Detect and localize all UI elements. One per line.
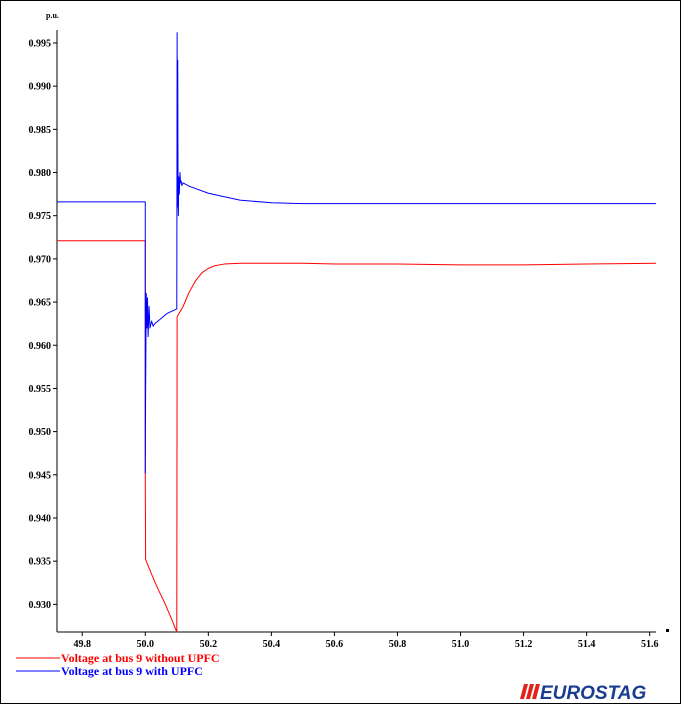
series-line-without-upfc — [57, 240, 657, 633]
y-tick-label: 0.935 — [29, 557, 52, 568]
x-tick-label: 51.2 — [515, 639, 533, 650]
logo-stripe — [526, 684, 534, 699]
x-tick-label: 49.8 — [73, 639, 91, 650]
y-tick-label: 0.965 — [29, 298, 52, 309]
y-tick-label: 0.955 — [29, 384, 52, 395]
y-tick-label: 0.985 — [29, 125, 52, 136]
logo-text: EUROSTAG — [540, 683, 646, 704]
y-tick-label: 0.960 — [29, 341, 52, 352]
legend-label: Voltage at bus 9 without UPFC — [61, 651, 220, 665]
x-tick-label: 50.6 — [326, 639, 344, 650]
series-line-with-upfc — [57, 32, 656, 474]
x-tick-label: 50.0 — [137, 639, 155, 650]
y-tick-label: 0.930 — [29, 600, 52, 611]
y-tick-label: 0.945 — [29, 470, 52, 481]
x-tick-label: 50.4 — [263, 639, 281, 650]
y-axis-ticks: 0.930 0.935 0.940 0.945 0.950 0.955 0.960 0.965… — [29, 38, 57, 611]
x-tick-label: 51.4 — [578, 639, 596, 650]
y-tick-label: 0.970 — [29, 254, 52, 265]
x-axis-ticks: 49.8 50.0 50.2 50.4 50.6 50.8 51.0 51.2 51.4 51.6 — [73, 632, 658, 650]
y-tick-label: 0.940 — [29, 513, 52, 524]
x-tick-label: 50.8 — [389, 639, 407, 650]
y-tick-label: 0.980 — [29, 168, 52, 179]
y-tick-label: 0.990 — [29, 82, 52, 93]
logo-stripe — [532, 684, 540, 699]
plot-axes — [56, 30, 669, 633]
x-axis-end-marker — [666, 629, 669, 632]
x-tick-label: 50.2 — [200, 639, 218, 650]
x-tick-label: 51.6 — [641, 639, 659, 650]
eurostag-logo: EUROSTAG — [520, 683, 646, 704]
y-axis-unit-label: p.u. — [46, 11, 59, 20]
logo-stripe — [520, 684, 528, 699]
y-tick-label: 0.995 — [29, 38, 52, 49]
series-layer — [57, 32, 657, 633]
x-tick-label: 51.0 — [452, 639, 470, 650]
y-tick-label: 0.975 — [29, 211, 52, 222]
legend-label: Voltage at bus 9 with UPFC — [61, 664, 203, 678]
y-tick-label: 0.950 — [29, 427, 52, 438]
